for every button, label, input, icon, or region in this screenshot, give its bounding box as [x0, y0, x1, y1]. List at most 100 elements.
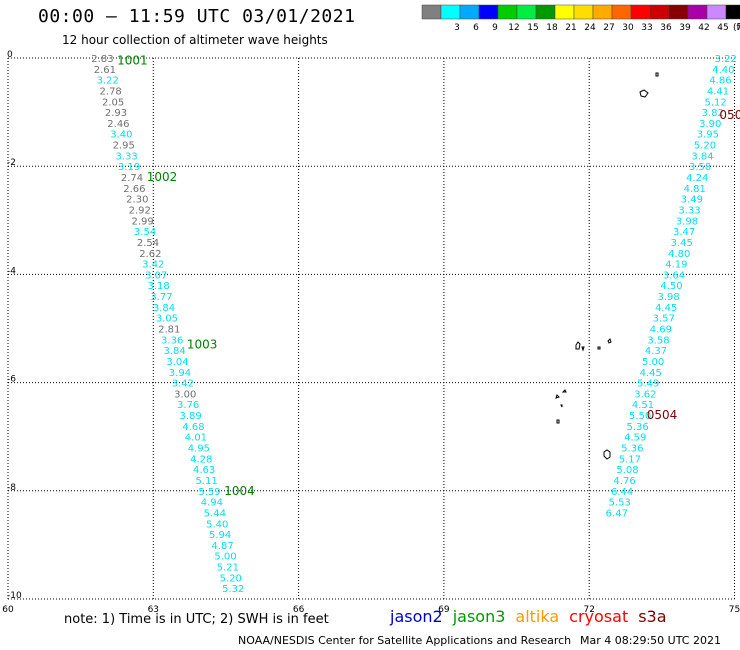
swh-value: 3.98	[657, 292, 679, 303]
swh-value: 2.74	[121, 173, 143, 184]
swh-value: 3.76	[177, 400, 199, 411]
swh-value: 3.57	[653, 314, 675, 325]
generated-timestamp: Mar 4 08:29:50 UTC 2021	[580, 634, 721, 647]
swh-value: 2.05	[102, 97, 124, 108]
island-outline	[603, 449, 611, 460]
swh-value: 2.30	[126, 195, 148, 206]
swh-value: 3.42	[142, 260, 164, 271]
swh-value: 3.49	[681, 195, 703, 206]
swh-value: 4.51	[632, 400, 654, 411]
swh-value: 4.19	[665, 260, 687, 271]
swh-value: 5.44	[204, 508, 226, 519]
lat-tick-label: -6	[7, 375, 16, 385]
legend-swatch	[516, 4, 537, 20]
legend-label: 15	[527, 23, 538, 33]
swh-value: 5.21	[217, 563, 239, 574]
swh-value: 3.22	[715, 54, 737, 65]
swh-value: 4.45	[640, 368, 662, 379]
swh-value: 2.81	[158, 325, 180, 336]
pass-time-label: 0504	[647, 408, 678, 422]
swh-value: 3.84	[153, 303, 175, 314]
legend-swatch	[440, 4, 461, 20]
swh-value: 4.86	[709, 76, 731, 87]
legend-label: 33	[641, 23, 652, 33]
swh-value: 2.99	[132, 216, 154, 227]
swh-value: 5.53	[609, 498, 631, 509]
swh-value: 3.19	[118, 162, 140, 173]
satellite-legend: jason2 jason3 altika cryosat s3a	[390, 607, 677, 626]
lon-tick-label: 63	[148, 605, 159, 615]
swh-value: 5.08	[616, 465, 638, 476]
swh-value: 5.40	[206, 519, 228, 530]
swh-value: 4.28	[190, 454, 212, 465]
legend-label: 70	[736, 23, 740, 33]
swh-value: 2.93	[105, 108, 127, 119]
sat-jason3: jason3	[452, 607, 506, 626]
pass-time-label: 1004	[224, 484, 255, 498]
swh-value: 3.47	[673, 227, 695, 238]
swh-value: 2.95	[113, 141, 135, 152]
legend-unit: (ft)	[733, 23, 740, 33]
swh-value: 5.20	[694, 141, 716, 152]
swh-value: 2.46	[107, 119, 129, 130]
altimeter-tracks: 2.832.613.222.782.052.932.463.402.953.33…	[91, 54, 740, 595]
swh-value: 3.82	[702, 108, 724, 119]
lat-lon-grid: 0 -2 -4 -6 -8 -10 60 63 66 69 72 75	[2, 50, 740, 615]
legend-label: 6	[473, 23, 479, 33]
swh-value: 5.50	[629, 411, 651, 422]
swh-value: 3.58	[689, 162, 711, 173]
swh-value: 2.61	[94, 65, 116, 76]
footer-note: note: 1) Time is in UTC; 2) SWH is in fe…	[64, 612, 329, 627]
swh-value: 3.07	[145, 270, 167, 281]
lat-tick-label: -4	[7, 266, 16, 276]
credit-line: NOAA/NESDIS Center for Satellite Applica…	[238, 634, 572, 647]
swh-value: 5.49	[637, 379, 659, 390]
swh-value: 5.17	[619, 454, 641, 465]
legend-swatch	[649, 4, 670, 20]
swh-value: 3.98	[676, 216, 698, 227]
swh-value: 5.11	[195, 476, 217, 487]
legend-label: 12	[508, 23, 519, 33]
swh-value: 2.62	[139, 249, 161, 260]
legend-swatch	[611, 4, 632, 20]
swh-value: 4.41	[707, 86, 729, 97]
swh-value: 5.36	[621, 444, 643, 455]
swh-value: 4.87	[211, 541, 233, 552]
swh-value: 4.76	[613, 476, 635, 487]
swh-value: 3.04	[166, 357, 188, 368]
legend-label: 24	[584, 23, 596, 33]
swh-value: 3.33	[116, 151, 138, 162]
swh-value: 4.80	[668, 249, 690, 260]
legend-swatch	[535, 4, 556, 20]
legend-swatch	[478, 4, 499, 20]
swh-value: 3.95	[697, 130, 719, 141]
swh-value: 2.66	[123, 184, 145, 195]
swh-value: 6.44	[611, 487, 633, 498]
map-title: 00:00 – 11:59 UTC 03/01/2021	[38, 6, 356, 27]
swh-value: 3.45	[671, 238, 693, 249]
swh-value: 4.59	[624, 433, 646, 444]
swh-value: 6.47	[606, 508, 628, 519]
swh-value: 3.33	[678, 205, 700, 216]
swh-value: 4.01	[185, 433, 207, 444]
lon-tick-label: 60	[2, 605, 14, 615]
legend-swatch	[573, 4, 594, 20]
lon-tick-label: 75	[729, 605, 740, 615]
swh-value: 3.58	[647, 335, 669, 346]
swh-value: 3.36	[161, 335, 183, 346]
map-subtitle: 12 hour collection of altimeter wave hei…	[62, 33, 328, 47]
swh-value: 3.77	[150, 292, 172, 303]
pass-time-label: 1002	[147, 170, 178, 184]
lon-tick-label: 72	[583, 605, 594, 615]
swh-value: 3.54	[134, 227, 156, 238]
swh-value: 3.40	[110, 130, 132, 141]
color-legend: 36912151821242730333639424570(ft)	[421, 4, 740, 33]
swh-value: 5.59	[198, 487, 220, 498]
legend-swatch	[592, 4, 613, 20]
swh-value: 4.40	[712, 65, 734, 76]
lon-tick-label: 66	[293, 605, 305, 615]
legend-swatch	[668, 4, 689, 20]
legend-swatch	[554, 4, 575, 20]
swh-value: 3.89	[179, 411, 201, 422]
pass-time-label: 1001	[117, 54, 148, 68]
